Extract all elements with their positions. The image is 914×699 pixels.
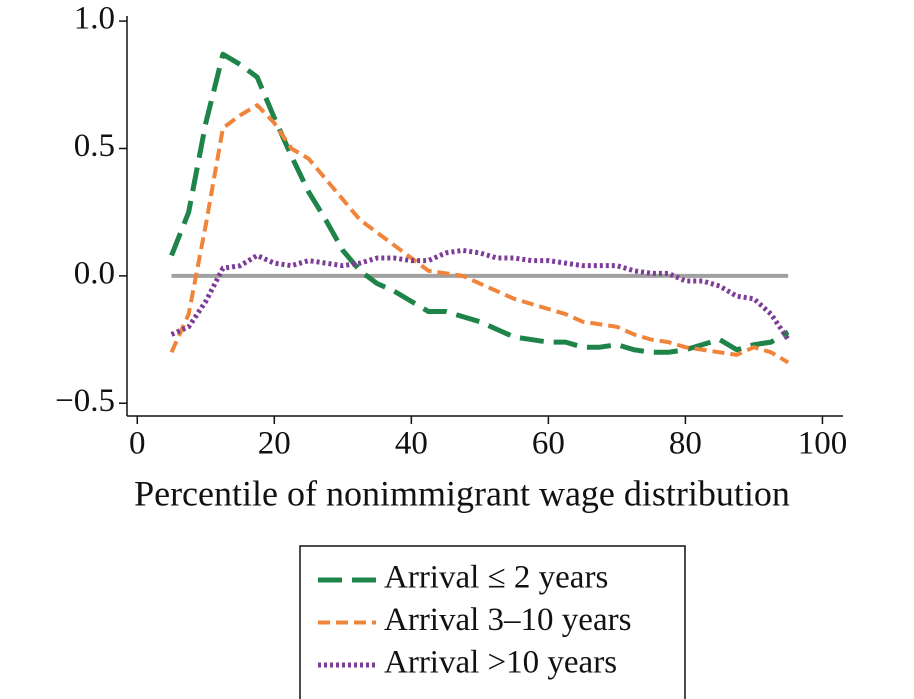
x-tick-label: 40 — [395, 426, 428, 462]
x-tick-label: 0 — [129, 426, 146, 462]
x-tick-label: 60 — [532, 426, 565, 462]
x-tick-label: 100 — [798, 426, 848, 462]
y-tick-label: −0.5 — [55, 383, 115, 419]
legend-label: Arrival 3–10 years — [384, 602, 631, 638]
y-tick-label: 0.0 — [74, 255, 115, 291]
x-axis-label: Percentile of nonimmigrant wage distribu… — [134, 473, 790, 513]
series-line — [170, 247, 791, 341]
series-line — [169, 103, 790, 365]
series-line — [169, 51, 790, 355]
x-tick-label: 80 — [669, 426, 702, 462]
legend-label: Arrival ≤ 2 years — [384, 560, 608, 596]
y-tick-label: 1.0 — [74, 1, 115, 37]
legend-box — [299, 545, 686, 699]
x-tick-label: 20 — [258, 426, 291, 462]
y-tick-label: 0.5 — [74, 128, 115, 164]
legend-label: Arrival >10 years — [384, 645, 617, 681]
